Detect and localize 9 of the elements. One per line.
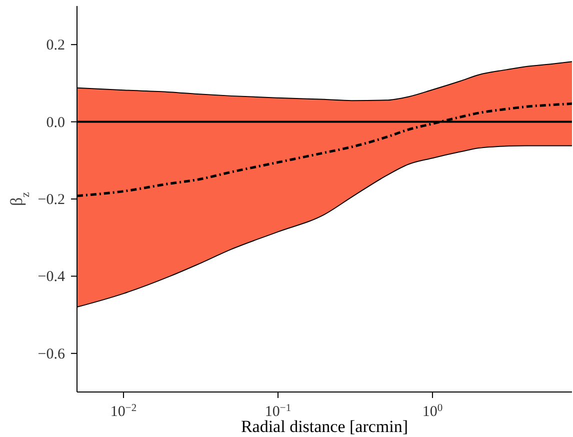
x-tick-label: 10$^{−2}$ xyxy=(110,402,137,420)
y-tick-label: 0.0 xyxy=(46,114,65,131)
y-tick-label: −0.4 xyxy=(38,269,66,286)
x-axis-title: Radial distance [arcmin] xyxy=(240,417,408,436)
x-tick-label: 10$^{−1}$ xyxy=(264,402,292,420)
y-tick-label: −0.2 xyxy=(38,192,65,208)
y-tick-label: −0.6 xyxy=(38,346,66,362)
y-tick-label: 0.2 xyxy=(46,38,65,54)
x-tick-label: 10$^{0}$ xyxy=(422,402,443,420)
